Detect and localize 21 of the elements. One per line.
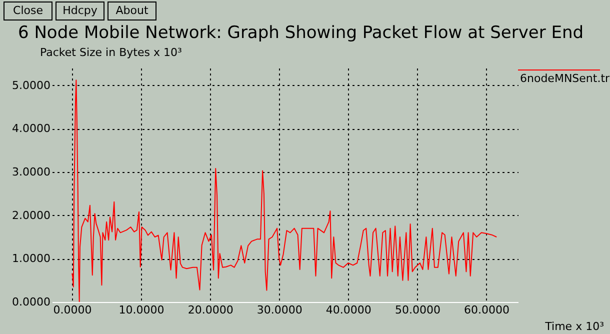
x-tick-label: 50.0000 xyxy=(394,304,440,316)
y-axis-title: Packet Size in Bytes x 10³ xyxy=(40,46,182,59)
x-tick-label: 20.0000 xyxy=(188,304,234,316)
y-tick-label: 1.0000 xyxy=(12,252,50,266)
text: Close xyxy=(13,4,44,17)
x-tick-label: 30.0000 xyxy=(256,304,302,316)
x-tick-label: 0.0000 xyxy=(53,304,92,316)
y-tick-label: 5.0000 xyxy=(12,78,50,92)
x-tick-label: 10.0000 xyxy=(118,304,164,316)
y-tick-label: 3.0000 xyxy=(12,166,50,178)
line-series xyxy=(72,80,498,302)
y-tick-label: 4.0000 xyxy=(12,122,50,136)
chart-title: 6 Node Mobile Network: Graph Showing Packet Flow at Server End xyxy=(18,23,584,43)
x-axis-title: Time x 10³ xyxy=(544,320,604,333)
x-tick-label: 60.0000 xyxy=(464,304,510,316)
y-tick-label: 0.0000 xyxy=(12,296,50,308)
y-tick-label: 2.0000 xyxy=(12,208,50,222)
text: 6nodeMNSent.tr xyxy=(520,72,610,85)
text: About xyxy=(116,4,149,17)
x-tick-label: 40.0000 xyxy=(326,304,372,316)
text: Hdcpy xyxy=(62,4,98,17)
